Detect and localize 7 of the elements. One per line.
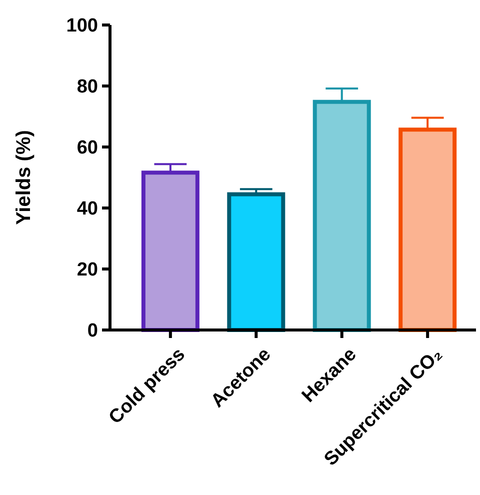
y-tick-label: 20 [76, 260, 98, 281]
y-tick-label: 60 [76, 138, 98, 159]
y-axis-title: Yields (%) [13, 130, 35, 225]
y-tick-label: 80 [76, 76, 98, 98]
y-tick-label: 100 [66, 16, 98, 37]
y-tick-label: 0 [87, 320, 98, 342]
y-tick-label: 40 [76, 198, 98, 220]
